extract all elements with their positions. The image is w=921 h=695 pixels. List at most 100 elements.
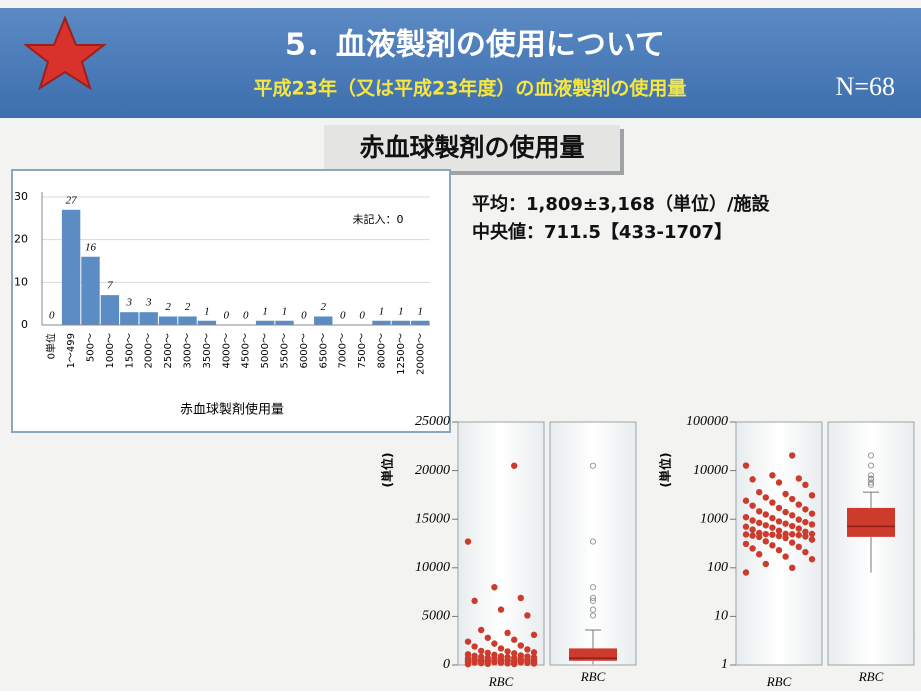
data-dot	[511, 637, 517, 643]
data-dot	[789, 523, 795, 529]
data-dot	[478, 654, 484, 660]
sample-size: N=68	[836, 72, 895, 101]
data-dot	[809, 536, 815, 542]
x-tick-label: 6000～	[299, 333, 310, 368]
y-tick-label: 15000	[415, 511, 450, 526]
data-dot	[782, 520, 788, 526]
data-dot	[763, 561, 769, 567]
data-dot	[763, 522, 769, 528]
data-dot	[802, 482, 808, 488]
bar	[159, 316, 177, 325]
x-tick-label: 1000～	[105, 333, 116, 368]
data-dot	[782, 491, 788, 497]
data-dot	[465, 638, 471, 644]
data-dot	[498, 606, 504, 612]
bar	[178, 316, 196, 325]
x-tick-label: 5500～	[280, 333, 291, 368]
data-dot	[802, 529, 808, 535]
x-tick-label: 20000～	[415, 333, 426, 375]
data-dot	[756, 489, 762, 495]
stat-mean: 平均：1,809±3,168（単位）/施設	[472, 193, 771, 215]
data-dot	[756, 520, 762, 526]
data-dot	[776, 505, 782, 511]
y-axis-label: (単位)	[380, 453, 395, 488]
title: 5．血液製剤の使用について	[285, 28, 665, 63]
y-tick-label: 30	[14, 190, 28, 203]
box-panel	[550, 422, 636, 665]
x-tick-label: 500～	[86, 333, 97, 362]
x-tick-label: 0単位	[45, 333, 58, 359]
data-dot	[504, 630, 510, 636]
bar-value-label: 7	[107, 280, 113, 292]
data-dot	[504, 648, 510, 654]
header-band	[0, 8, 921, 118]
data-dot	[518, 652, 524, 658]
data-dot	[518, 642, 524, 648]
bar-value-label: 1	[398, 305, 404, 317]
x-tick-label: 2500～	[163, 333, 174, 368]
x-tick-label: RBC	[580, 669, 606, 684]
data-dot	[809, 510, 815, 516]
data-dot	[465, 651, 471, 657]
bar-value-label: 1	[418, 305, 424, 317]
data-dot	[776, 547, 782, 553]
x-tick-label: 7000～	[338, 333, 349, 368]
bar-value-label: 1	[379, 305, 385, 317]
y-tick-label: 100	[707, 560, 728, 575]
data-dot	[782, 531, 788, 537]
bar	[411, 321, 429, 325]
bar-value-label: 0	[340, 310, 346, 322]
data-dot	[809, 492, 815, 498]
bar-value-label: 3	[145, 297, 152, 309]
bar	[140, 312, 158, 325]
data-dot	[789, 539, 795, 545]
section-title: 赤血球製剤の使用量	[359, 133, 584, 162]
data-dot	[524, 653, 530, 659]
data-dot	[478, 648, 484, 654]
x-tick-label: 12500～	[396, 333, 407, 375]
data-dot	[471, 643, 477, 649]
x-tick-label: 1～499	[66, 333, 77, 368]
y-tick-label: 1000	[700, 511, 728, 526]
data-dot	[478, 627, 484, 633]
data-dot	[743, 524, 749, 530]
x-tick-label: 3500～	[202, 333, 213, 368]
data-dot	[802, 519, 808, 525]
data-dot	[531, 649, 537, 655]
x-tick-label: RBC	[858, 669, 884, 684]
data-dot	[789, 512, 795, 518]
data-dot	[743, 498, 749, 504]
data-dot	[789, 531, 795, 537]
data-dot	[491, 640, 497, 646]
data-dot	[769, 531, 775, 537]
x-axis-label: 赤血球製剤使用量	[180, 402, 284, 418]
data-dot	[504, 654, 510, 660]
data-dot	[471, 653, 477, 659]
x-tick-label: 7500～	[357, 333, 368, 368]
data-dot	[763, 531, 769, 537]
data-dot	[782, 553, 788, 559]
bar	[198, 321, 216, 325]
data-dot	[743, 514, 749, 520]
data-dot	[769, 515, 775, 521]
x-tick-label: 1500～	[124, 333, 135, 368]
data-dot	[743, 569, 749, 575]
x-tick-label: 2000～	[144, 333, 155, 368]
data-dot	[763, 511, 769, 517]
bar-value-label: 0	[224, 310, 230, 322]
bar-value-label: 16	[85, 241, 97, 253]
data-dot	[802, 549, 808, 555]
data-dot	[511, 463, 517, 469]
y-axis-label: (単位)	[658, 453, 673, 488]
bar	[275, 321, 293, 325]
y-tick-label: 20000	[415, 463, 450, 478]
data-dot	[809, 521, 815, 527]
data-dot	[776, 527, 782, 533]
bar-value-label: 0	[359, 310, 365, 322]
data-dot	[769, 542, 775, 548]
y-tick-label: 0	[21, 318, 28, 331]
bar-value-label: 1	[204, 305, 210, 317]
box	[569, 648, 617, 660]
bar	[101, 295, 119, 325]
